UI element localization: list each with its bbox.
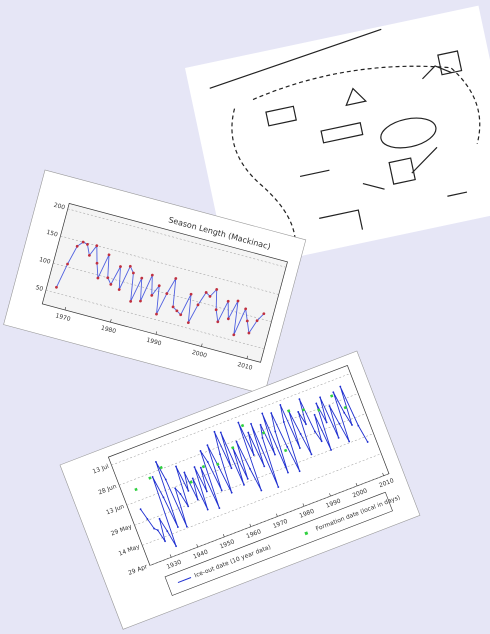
collage: Season Length (Mackinac)5010015020019701… [0,0,490,634]
page: Season Length (Mackinac)5010015020019701… [0,0,490,634]
